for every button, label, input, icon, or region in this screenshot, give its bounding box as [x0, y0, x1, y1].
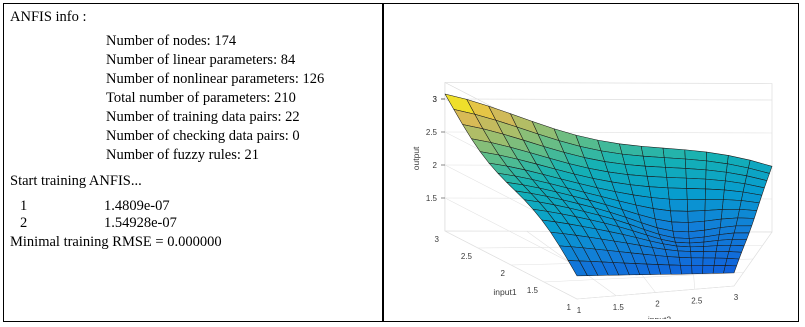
- surface-patch: [677, 250, 692, 259]
- surface-plot: 1.522.533output11.522.53input111.522.53i…: [411, 82, 773, 319]
- surface-patch: [666, 177, 688, 189]
- z-axis-label: output: [411, 146, 421, 170]
- input1-tick-label: 2.5: [461, 252, 473, 261]
- info-line-checking-pairs: Number of checking data pairs: 0: [106, 128, 300, 144]
- surface-mesh: [444, 93, 773, 277]
- surface-patch: [686, 199, 706, 212]
- surface-patch: [725, 258, 740, 267]
- surface-patch: [713, 257, 728, 266]
- surface-patch: [704, 188, 725, 200]
- surface-patch: [690, 257, 704, 266]
- plot-labels: 1.522.533output11.522.53input111.522.53i…: [411, 95, 739, 319]
- surface-patch: [730, 238, 747, 247]
- z-tick-label: 3: [433, 95, 438, 104]
- surface-patch: [721, 199, 742, 210]
- input2-tick-label: 1.5: [613, 303, 625, 312]
- surface-patch: [665, 167, 687, 179]
- anfis-info-header: ANFIS info :: [10, 9, 87, 25]
- floor-grid-line: [543, 272, 744, 283]
- surface-patch: [644, 165, 668, 178]
- surface-patch: [715, 244, 731, 252]
- surface-patch: [723, 189, 744, 201]
- surface-patch: [685, 177, 707, 190]
- surface-patch: [646, 176, 669, 189]
- panel-divider: [382, 3, 384, 322]
- surface-patch: [648, 186, 670, 200]
- surface-patch: [668, 198, 689, 212]
- z-tick-label: 1.5: [426, 194, 438, 203]
- surface-plot-panel: 1.522.533output11.522.53input111.522.53i…: [387, 7, 796, 319]
- surface-patch: [689, 241, 705, 248]
- surface-patch: [671, 221, 689, 233]
- surface-patch: [702, 251, 717, 259]
- info-line-nonlinear-params: Number of nonlinear parameters: 126: [106, 71, 325, 87]
- floor-grid-line: [576, 285, 735, 300]
- surface-patch: [664, 249, 680, 258]
- surface-patch: [687, 210, 706, 223]
- surface-patch: [662, 147, 686, 160]
- input2-tick-label: 2.5: [691, 296, 703, 305]
- surface-patch: [702, 265, 715, 274]
- surface-patch: [667, 187, 688, 200]
- surface-patch: [704, 199, 724, 211]
- info-line-training-pairs: Number of training data pairs: 22: [106, 109, 300, 125]
- surface-patch: [672, 230, 690, 239]
- info-line-total-params: Total number of parameters: 210: [106, 90, 296, 106]
- epoch-2-number: 2: [20, 215, 28, 231]
- surface-patch: [732, 232, 750, 240]
- minimal-rmse-line: Minimal training RMSE = 0.000000: [10, 234, 222, 250]
- surface-patch: [705, 178, 726, 191]
- surface-patch: [689, 246, 704, 252]
- surface-patch: [680, 264, 693, 275]
- z-tick-label: 2.5: [426, 128, 438, 137]
- surface-patch: [685, 168, 707, 180]
- surface-patch: [670, 210, 689, 223]
- input2-tick-label: 3: [734, 293, 739, 302]
- input1-tick-label: 2: [501, 269, 506, 278]
- input2-tick-label: 2: [655, 300, 660, 309]
- z-grid-line: [444, 98, 773, 101]
- surface-patch: [714, 251, 730, 259]
- surface-patch: [686, 188, 706, 200]
- surface-patch: [728, 244, 745, 253]
- surface-patch: [716, 238, 733, 246]
- surface-patch: [685, 158, 707, 171]
- surface-patch: [733, 225, 753, 234]
- surface-patch: [640, 145, 665, 158]
- surface-patch: [678, 257, 692, 266]
- surface-patch: [720, 209, 740, 220]
- info-line-nodes: Number of nodes: 174: [106, 33, 237, 49]
- figure-frame: [3, 3, 799, 322]
- z-tick-label: 3: [433, 95, 438, 104]
- surface-patch: [690, 251, 704, 259]
- input2-axis-label: input2: [648, 315, 671, 320]
- epoch-1-number: 1: [20, 198, 28, 214]
- surface-patch: [666, 256, 681, 266]
- surface-patch: [668, 264, 682, 275]
- info-line-fuzzy-rules: Number of fuzzy rules: 21: [106, 147, 260, 163]
- epoch-2-error: 1.54928e-07: [104, 215, 177, 231]
- input1-axis-label: input1: [493, 287, 516, 297]
- surface-patch: [691, 265, 704, 275]
- surface-patch: [735, 217, 755, 227]
- surface-patch: [702, 257, 716, 266]
- surface-patch: [703, 245, 718, 252]
- epoch-1-error: 1.4809e-07: [104, 198, 170, 214]
- input1-tick-label: 3: [435, 235, 440, 244]
- surface-patch: [723, 265, 737, 274]
- input2-tick-label: 1: [577, 306, 582, 315]
- input1-tick-label: 1: [567, 303, 572, 312]
- z-grid-line: [444, 197, 578, 267]
- z-tick-label: 2: [433, 161, 438, 170]
- surface-patch: [663, 157, 687, 169]
- surface-patch: [726, 251, 742, 260]
- start-training-line: Start training ANFIS...: [10, 173, 142, 189]
- anfis-log-panel: ANFIS info : Number of nodes: 174 Number…: [10, 8, 378, 320]
- surface-patch: [737, 209, 758, 219]
- info-line-linear-params: Number of linear parameters: 84: [106, 52, 296, 68]
- input1-tick-label: 1.5: [527, 286, 539, 295]
- surface-patch: [642, 155, 666, 168]
